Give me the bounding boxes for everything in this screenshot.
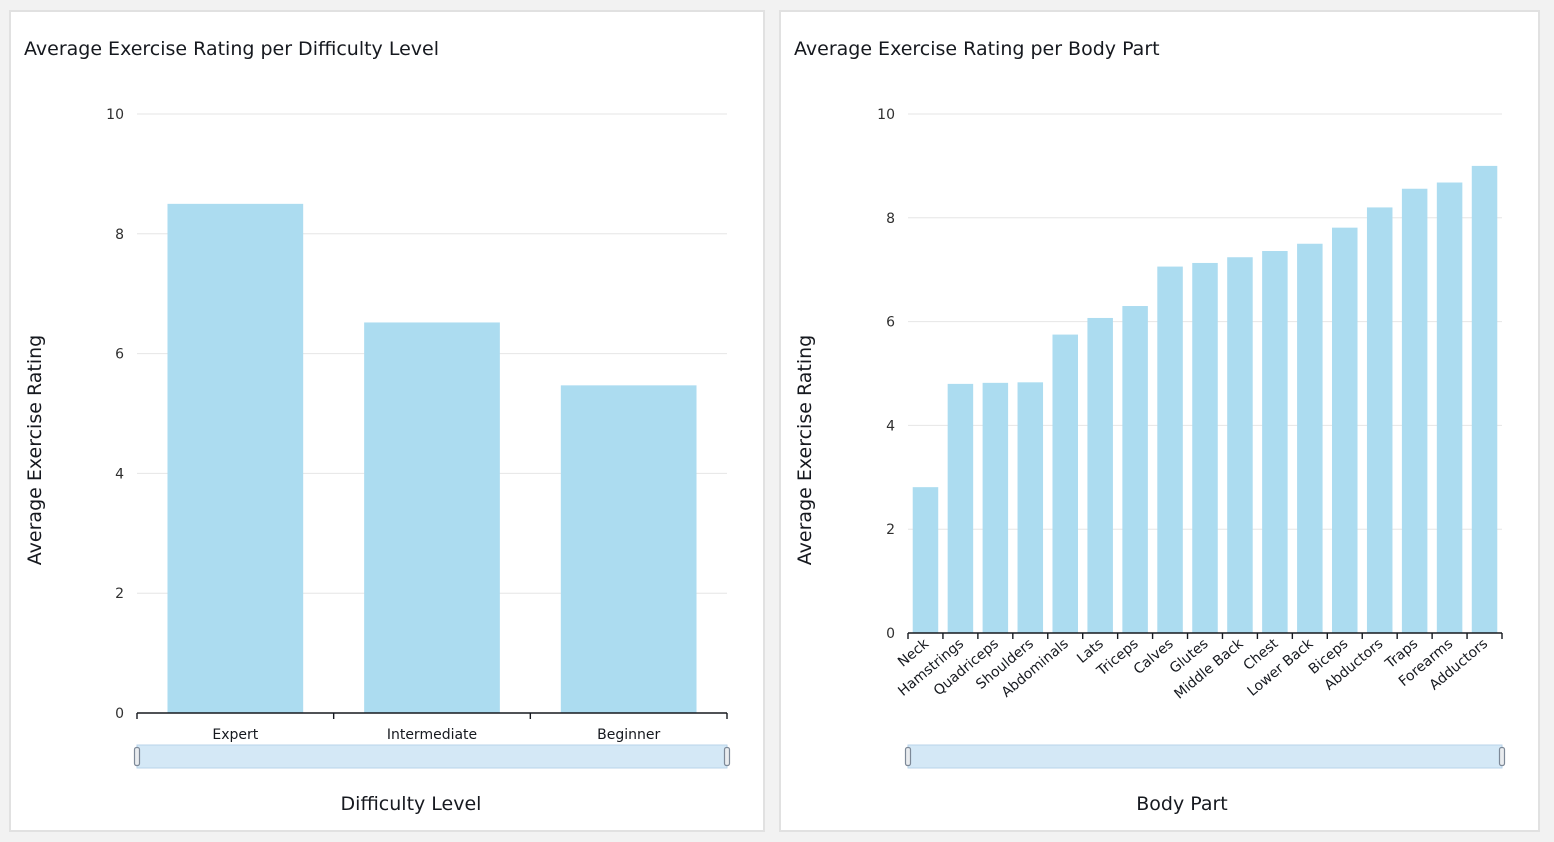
bar[interactable]	[1227, 257, 1253, 633]
y-axis-title: Average Exercise Rating	[24, 335, 46, 565]
bar[interactable]	[560, 385, 697, 713]
range-scrollbar[interactable]	[136, 744, 728, 769]
bar[interactable]	[167, 203, 304, 713]
chart-title: Average Exercise Rating per Body Part	[794, 38, 1160, 60]
bar[interactable]	[1297, 243, 1323, 633]
bar-chart-body-part: 0246810NeckHamstringsQuadricepsShoulders…	[794, 107, 1506, 815]
bar[interactable]	[1366, 207, 1393, 634]
bar[interactable]	[1262, 251, 1288, 634]
y-tick-label: 2	[886, 522, 895, 538]
scrollbar-handle-right[interactable]	[1498, 746, 1506, 767]
y-tick-label: 4	[886, 418, 895, 434]
y-tick-label: 2	[115, 586, 124, 602]
scrollbar-handle-right[interactable]	[723, 746, 731, 767]
x-axis-title: Difficulty Level	[341, 793, 482, 815]
y-tick-label: 4	[115, 466, 124, 482]
y-tick-label: 8	[886, 211, 895, 227]
bar[interactable]	[1052, 334, 1078, 633]
y-tick-label: 10	[877, 107, 895, 123]
scrollbar-handle-left[interactable]	[133, 746, 141, 767]
bar[interactable]	[1471, 165, 1498, 633]
chart-panel-body-part: Average Exercise Rating per Body Part 0 2…	[779, 10, 1540, 832]
y-tick-label: 10	[106, 107, 124, 123]
bar[interactable]	[982, 382, 1009, 633]
x-tick-label: Calves	[1131, 636, 1177, 678]
y-tick-label: 6	[115, 347, 124, 363]
x-tick-label: Intermediate	[387, 727, 477, 743]
x-axis-title: Body Part	[1136, 793, 1228, 815]
x-tick-label: Beginner	[597, 727, 660, 743]
bar-chart-difficulty: 0 2 4 6 8 10 Expert Intermediate Beginner Average…	[24, 107, 731, 815]
bar[interactable]	[947, 383, 974, 633]
bar[interactable]	[1401, 188, 1428, 633]
bar[interactable]	[364, 322, 500, 713]
bar[interactable]	[1122, 306, 1148, 633]
bar[interactable]	[1332, 227, 1358, 633]
y-tick-label: 0	[886, 626, 895, 642]
chart-panel-difficulty: Average Exercise Rating per Difficulty L…	[9, 10, 765, 832]
bar[interactable]	[1087, 317, 1113, 633]
chart-title: Average Exercise Rating per Difficulty L…	[24, 38, 439, 60]
y-tick-label: 0	[115, 706, 124, 722]
bar[interactable]	[1436, 182, 1463, 633]
y-tick-label: 6	[886, 315, 895, 331]
bar[interactable]	[912, 487, 939, 633]
bar[interactable]	[1192, 262, 1218, 633]
x-tick-label: Expert	[212, 727, 258, 743]
y-tick-label: 8	[115, 227, 124, 243]
bar[interactable]	[1157, 266, 1183, 633]
y-axis-title: Average Exercise Rating	[794, 335, 816, 565]
bar[interactable]	[1017, 382, 1044, 633]
range-scrollbar[interactable]	[907, 744, 1503, 769]
scrollbar-handle-left[interactable]	[904, 746, 912, 767]
